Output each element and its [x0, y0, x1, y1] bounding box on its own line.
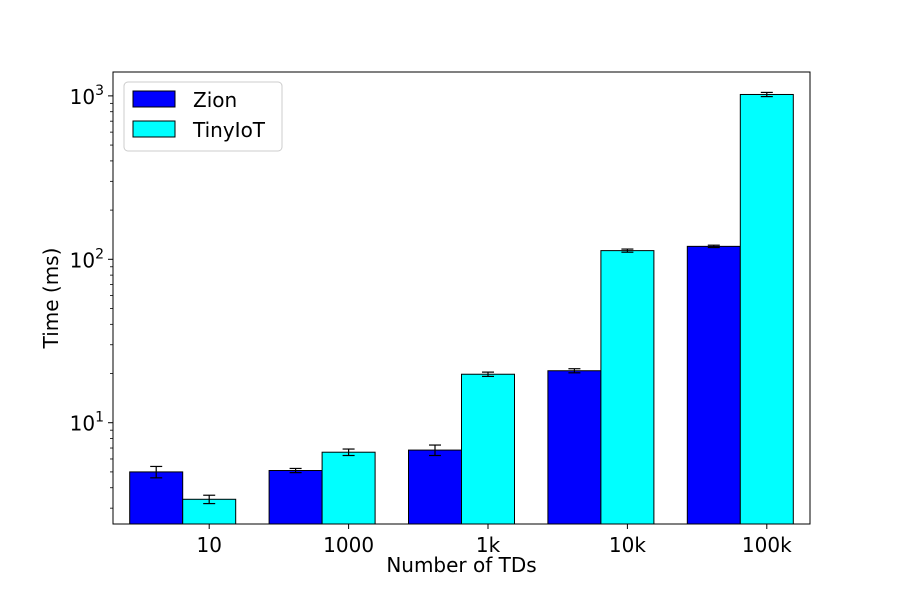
bar-tinyiot-10k: [600, 250, 655, 525]
bar-zion-10k: [547, 370, 602, 525]
y-axis-label: Time (ms): [39, 248, 63, 350]
bar-tinyiot-100k: [739, 93, 794, 525]
plot-frame: [112, 71, 811, 525]
bar-zion-10: [129, 471, 184, 525]
bar-zion-1000: [268, 470, 323, 525]
legend-swatch-zion: [132, 90, 176, 108]
y-tick-label: 101: [70, 410, 104, 436]
legend-label-tinyiot: TinyIoT: [192, 118, 266, 142]
y-tick-label: 103: [70, 83, 104, 109]
x-tick-label: 1k: [476, 533, 501, 557]
bar-zion-100k: [686, 245, 741, 525]
x-tick-label: 100k: [742, 533, 792, 557]
bar-tinyiot-1000: [321, 451, 376, 525]
x-tick-label: 10: [196, 533, 221, 557]
legend-swatch-tinyiot: [132, 120, 176, 138]
bars-layer: [129, 93, 794, 525]
bar-zion-1k: [408, 449, 462, 525]
x-tick-label: 1000: [323, 533, 374, 557]
x-tick-label: 10k: [609, 533, 646, 557]
error-bars-layer: [150, 91, 773, 505]
y-axis-ticks: 101 102 103: [70, 83, 113, 509]
bar-tinyiot-1k: [461, 373, 515, 525]
y-tick-label: 102: [70, 246, 104, 272]
x-axis-ticks: 10 1000 1k 10k 100k: [196, 524, 792, 557]
legend: Zion TinyIoT: [123, 81, 283, 152]
legend-label-zion: Zion: [193, 88, 237, 112]
x-axis-label: Number of TDs: [386, 553, 536, 577]
